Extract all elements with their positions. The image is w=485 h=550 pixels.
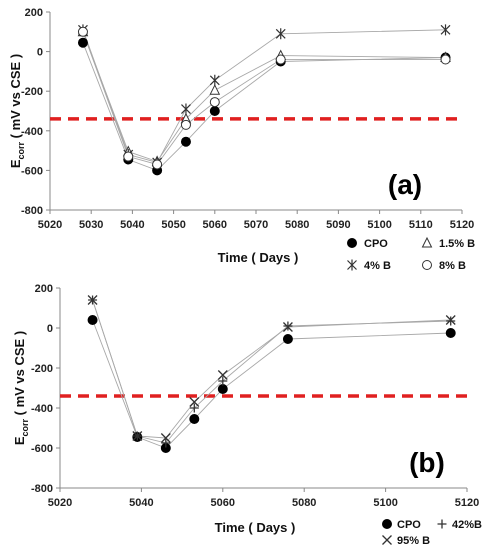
legend-marker [347, 238, 357, 248]
data-point [87, 315, 98, 325]
data-point [275, 28, 286, 40]
y-axis-label: Ecorr ( mV vs CSE ) [12, 331, 30, 445]
data-point [189, 397, 200, 407]
panel-label: (a) [388, 169, 422, 200]
series-line [92, 299, 451, 439]
data-point [209, 84, 221, 95]
y-tick-label: 200 [35, 283, 53, 295]
series-line [82, 42, 446, 171]
y-tick-label: -200 [31, 363, 53, 375]
y-axis-label-units: ( mV vs CSE ) [12, 331, 27, 419]
data-point [180, 119, 191, 130]
x-tick-label: 5100 [367, 219, 391, 231]
data-point [77, 37, 88, 48]
y-tick-label: -800 [21, 205, 43, 217]
data-point [77, 26, 88, 37]
legend-label: 42%B [452, 519, 482, 531]
data-point [132, 431, 143, 441]
data-point [217, 370, 228, 380]
series-line [92, 299, 451, 444]
data-point [283, 321, 293, 331]
data-point [440, 54, 451, 65]
data-point [152, 159, 163, 170]
data-point [160, 433, 171, 443]
panel-label: (b) [409, 447, 445, 478]
data-point [218, 376, 228, 386]
x-tick-label: 5020 [48, 497, 72, 509]
legend-label: 8% B [439, 260, 466, 272]
y-axis-label-subscript: corr [16, 141, 26, 159]
x-tick-label: 5120 [455, 497, 479, 509]
x-tick-label: 5020 [38, 219, 62, 231]
data-point [217, 384, 228, 394]
x-tick-label: 5120 [450, 219, 474, 231]
y-tick-label: 0 [47, 323, 53, 335]
data-point [189, 414, 200, 424]
y-tick-label: -800 [31, 483, 53, 495]
data-point [445, 315, 456, 325]
x-tick-label: 5060 [211, 497, 235, 509]
legend: CPO 42%B 95% B [382, 519, 482, 547]
legend-marker [422, 260, 432, 270]
y-tick-label: 200 [25, 7, 43, 19]
y-tick-label: -400 [31, 403, 53, 415]
legend-marker [347, 259, 357, 271]
y-tick-label: -600 [31, 443, 53, 455]
x-tick-label: 5090 [326, 219, 350, 231]
data-point [275, 54, 286, 65]
legend-marker [382, 535, 392, 545]
x-tick-label: 5110 [409, 219, 433, 231]
legend-marker [382, 519, 392, 529]
y-tick-label: 0 [37, 47, 43, 59]
data-point [209, 74, 220, 86]
x-tick-label: 5030 [79, 219, 103, 231]
x-tick-label: 5100 [373, 497, 397, 509]
data-point [445, 328, 456, 338]
x-axis-label: Time ( Days ) [218, 250, 299, 265]
chart-panel-b: 200 0 -200 -400 -600 -800 5020 5040 5060 5080 5100… [12, 283, 482, 547]
data-point [209, 106, 220, 116]
series-line [82, 31, 446, 163]
data-point [181, 103, 191, 115]
legend: CPO 1.5% B 4% B 8% B [347, 236, 475, 272]
legend-label: CPO [397, 519, 421, 531]
x-tick-label: 5080 [285, 219, 309, 231]
x-tick-label: 5060 [203, 219, 227, 231]
y-axis-label: Ecorr ( mV vs CSE ) [8, 54, 26, 168]
data-point [282, 334, 293, 344]
series-line [82, 29, 446, 164]
y-axis-label-subscript: corr [20, 418, 30, 436]
legend-label: 95% B [397, 535, 430, 547]
y-tick-label: -600 [21, 165, 43, 177]
y-axis-label-main: E [12, 436, 27, 445]
legend-marker [437, 519, 447, 529]
x-axis-label: Time ( Days ) [215, 520, 296, 535]
series-line [82, 31, 446, 165]
data-point [180, 136, 191, 147]
legend-label: 4% B [364, 260, 391, 272]
y-axis-label-units: ( mV vs CSE ) [8, 54, 23, 142]
chart-panel-a: 200 0 -200 -400 -600 -800 5020 5030 5040 5050 5060… [8, 7, 475, 272]
data-point [161, 438, 171, 448]
data-point [87, 295, 98, 305]
y-tick-label: -400 [21, 126, 43, 138]
x-tick-label: 5070 [244, 219, 268, 231]
y-tick-label: -200 [21, 86, 43, 98]
data-point [440, 24, 451, 36]
data-point [189, 403, 199, 413]
data-point [446, 316, 456, 326]
x-tick-label: 5040 [120, 219, 144, 231]
x-tick-label: 5080 [292, 497, 316, 509]
x-tick-label: 5050 [161, 219, 185, 231]
legend-label: CPO [364, 238, 388, 250]
x-tick-label: 5040 [129, 497, 153, 509]
data-point [209, 97, 220, 108]
data-point [282, 322, 293, 332]
y-axis-label-main: E [8, 159, 23, 168]
legend-label: 1.5% B [439, 238, 475, 250]
data-point [123, 151, 134, 162]
legend-marker [421, 236, 433, 248]
